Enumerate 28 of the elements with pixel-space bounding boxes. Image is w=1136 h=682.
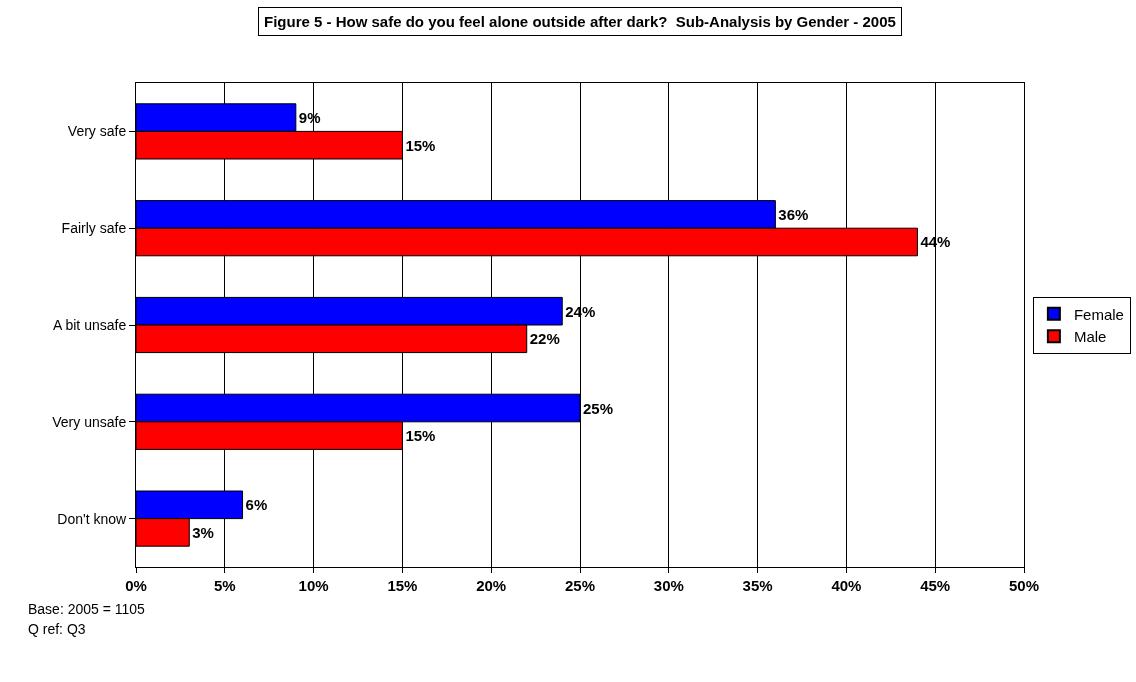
y-tick-label: Don't know <box>57 510 128 527</box>
x-tick-label: 35% <box>742 577 773 594</box>
text: Base: 2005 = 1105 <box>28 601 146 617</box>
x-tick-label: 50% <box>1008 577 1040 594</box>
chart-title: Figure 5 - How safe do you feel alone outside after dark? Sub-Analysis by Gender - 2005 <box>264 13 896 30</box>
data-label: 3% <box>192 523 214 541</box>
x-tick-label: 5% <box>213 577 236 594</box>
y-tick-label: Fairly safe <box>61 220 127 237</box>
data-label: 6% <box>245 496 268 514</box>
data-label: 36% <box>778 205 809 223</box>
x-tick-label: 25% <box>564 577 596 594</box>
legend-label: Female <box>1073 305 1124 323</box>
x-tick-label: 20% <box>476 577 507 594</box>
data-label: 22% <box>529 330 560 348</box>
y-tick-label: A bit unsafe <box>53 316 127 333</box>
x-tick-label: 10% <box>298 577 329 594</box>
data-label: 15% <box>405 427 436 445</box>
x-tick-label: 15% <box>387 577 418 594</box>
x-tick-label: 30% <box>653 577 684 594</box>
data-label: 25% <box>583 399 614 417</box>
legend-label: Male <box>1073 328 1107 346</box>
data-label: 15% <box>405 136 436 154</box>
x-tick-label: 40% <box>831 577 862 594</box>
y-tick-label: Very unsafe <box>52 413 127 430</box>
x-tick-label: 0% <box>125 577 147 594</box>
x-tick-label: 45% <box>920 577 951 594</box>
y-tick-label: Very safe <box>67 123 127 140</box>
text: Q ref: Q3 <box>28 621 86 637</box>
